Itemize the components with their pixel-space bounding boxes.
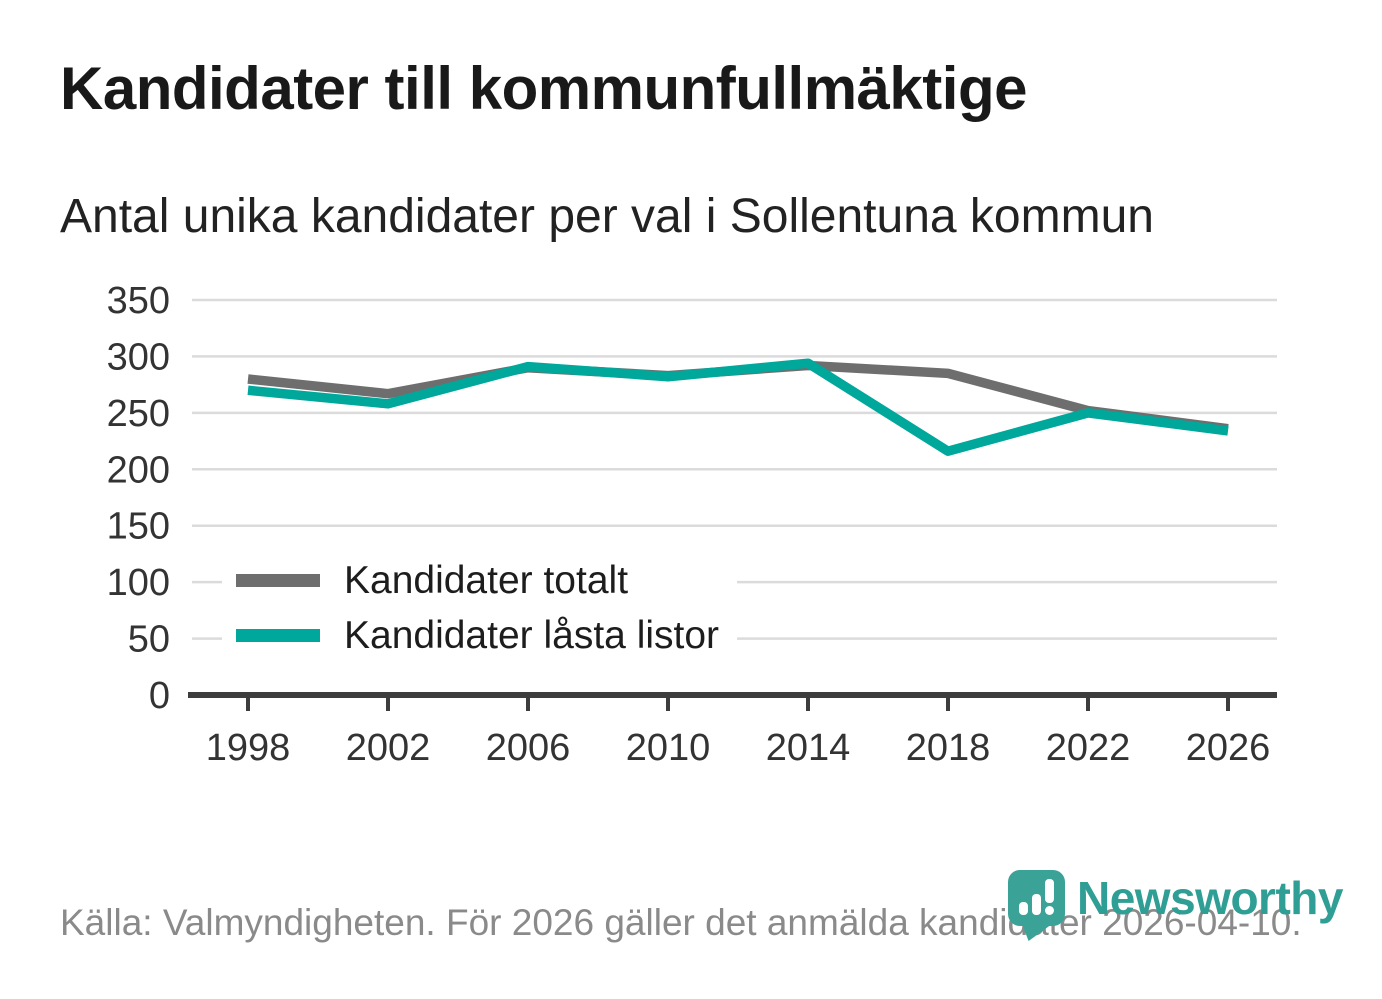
x-tick-label: 2026	[1186, 727, 1271, 769]
legend-swatch-lasta-listor	[236, 629, 320, 642]
legend-swatch-totalt	[236, 574, 320, 587]
chart-legend: Kandidater totalt Kandidater låsta listo…	[222, 549, 738, 669]
x-tick-label: 2010	[626, 727, 711, 769]
logo-bar-tall	[1045, 879, 1054, 903]
x-tick-label: 2002	[346, 727, 431, 769]
source-note: Källa: Valmyndigheten. För 2026 gäller d…	[60, 902, 1302, 943]
y-tick-label: 350	[107, 280, 170, 322]
x-tick-label: 2018	[906, 727, 991, 769]
y-tick-label: 100	[107, 562, 170, 604]
logo-bar-medium	[1032, 894, 1041, 915]
chart-title: Kandidater till kommunfullmäktige	[60, 55, 1027, 122]
y-tick-label: 0	[149, 675, 170, 717]
x-tick-label: 2014	[766, 727, 851, 769]
legend-item-lasta-listor: Kandidater låsta listor	[236, 616, 719, 655]
y-tick-label: 150	[107, 506, 170, 548]
legend-label-lasta-listor: Kandidater låsta listor	[344, 614, 720, 657]
logo-bar-dot	[1045, 906, 1054, 915]
series-line-1	[247, 358, 1229, 456]
y-tick-label: 250	[107, 393, 170, 435]
x-tick-label: 1998	[206, 727, 291, 769]
y-tick-label: 50	[128, 619, 170, 661]
x-tick-label: 2022	[1046, 727, 1131, 769]
legend-label-totalt: Kandidater totalt	[344, 559, 629, 602]
x-tick-label: 2006	[486, 727, 571, 769]
legend-item-totalt: Kandidater totalt	[236, 561, 719, 600]
newsworthy-wordmark: Newsworthy	[1077, 872, 1343, 924]
y-tick-label: 200	[107, 449, 170, 491]
newsworthy-pin-barchart-icon	[1008, 870, 1065, 941]
chart-subtitle: Antal unika kandidater per val i Sollent…	[60, 190, 1154, 243]
y-tick-label: 300	[107, 336, 170, 378]
logo-bar-small	[1019, 902, 1028, 915]
newsworthy-logo: Newsworthy	[1008, 870, 1343, 941]
